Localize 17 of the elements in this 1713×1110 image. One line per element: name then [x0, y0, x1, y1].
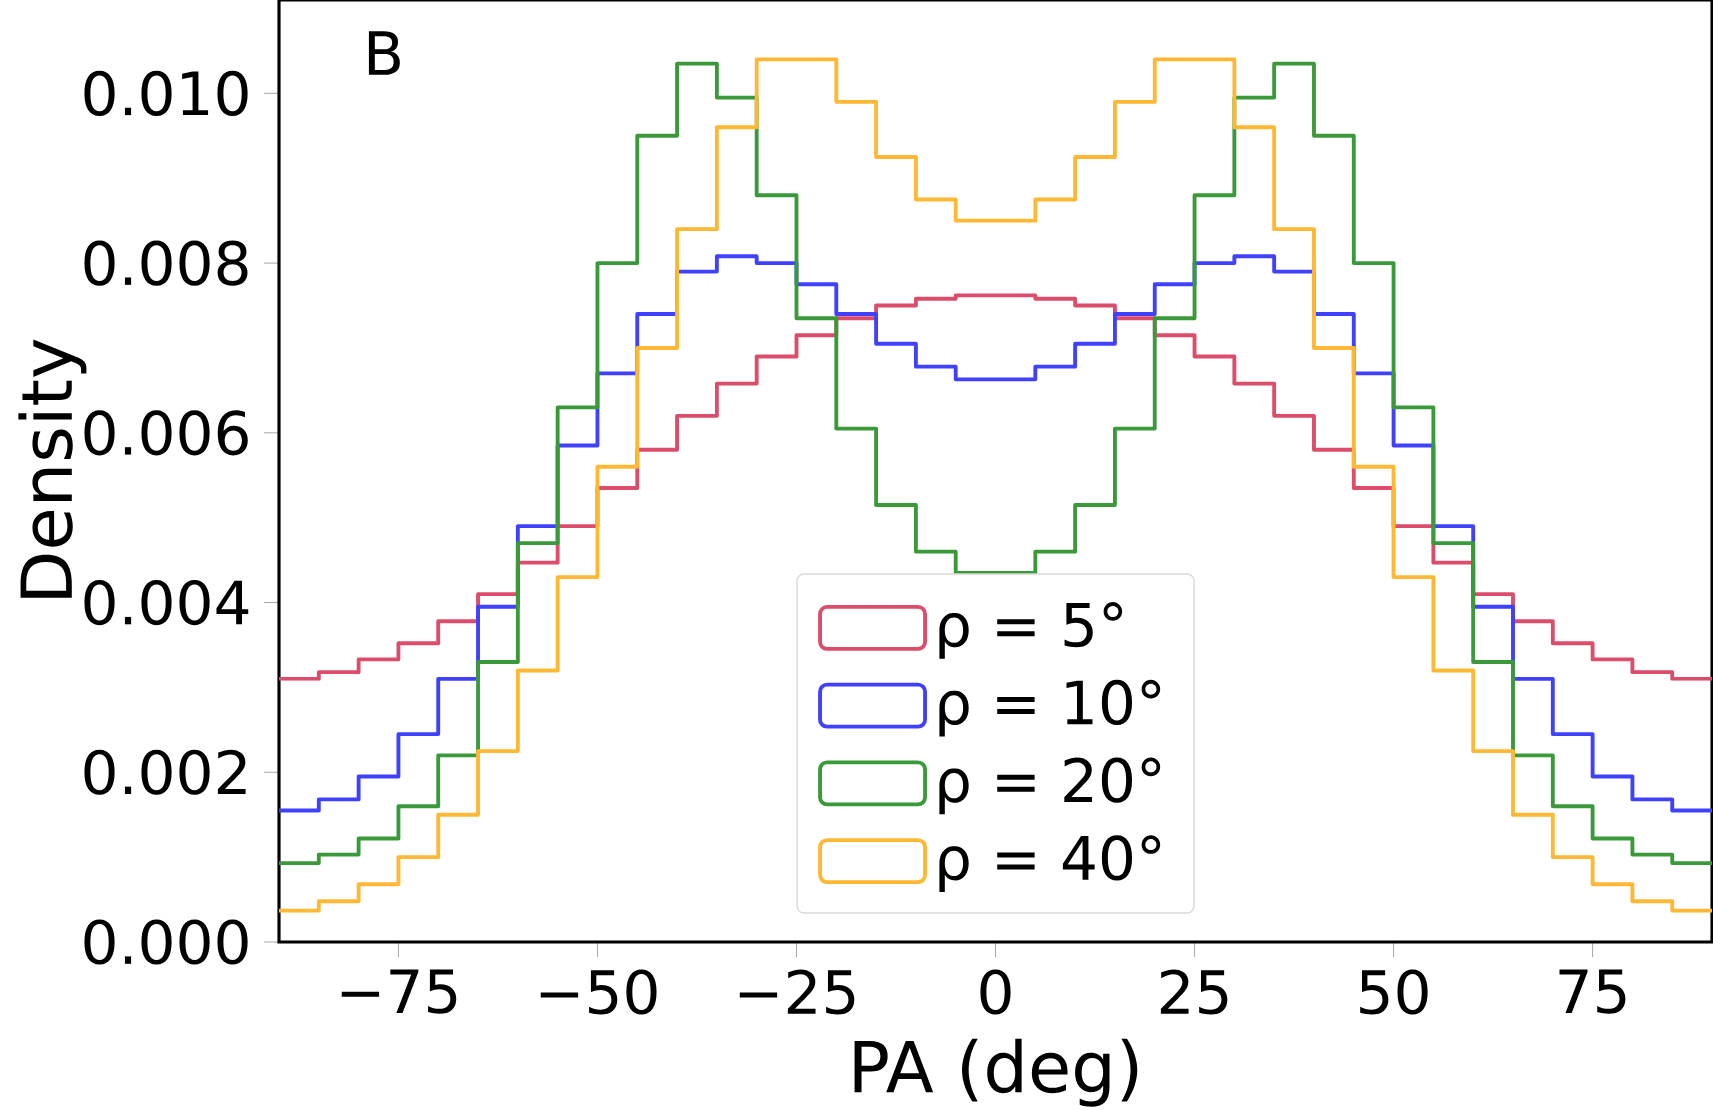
x-tick-label: −50: [540, 969, 657, 1015]
x-tick-label: 50: [1360, 969, 1428, 1015]
x-tick-label: −75: [341, 969, 457, 1014]
x-tick-label: 75: [1559, 969, 1626, 1014]
x-tick-label: 0: [980, 969, 1011, 1015]
legend-label: ρ = 5°: [939, 602, 1123, 659]
y-tick-label: 0.010: [84, 70, 248, 116]
legend-label: ρ = 20°: [939, 757, 1161, 815]
legend-label: ρ = 10°: [939, 679, 1161, 737]
y-tick-label: 0.008: [84, 240, 248, 286]
legend-label: ρ = 40°: [939, 835, 1161, 893]
x-tick-label: 25: [1160, 969, 1228, 1015]
y-tick-label: 0.000: [84, 919, 248, 965]
x-tick-label: −25: [739, 969, 855, 1015]
y-tick-label: 0.002: [84, 749, 246, 795]
annotation: B: [368, 31, 400, 75]
x-axis-title: PA (deg): [854, 1038, 1138, 1107]
